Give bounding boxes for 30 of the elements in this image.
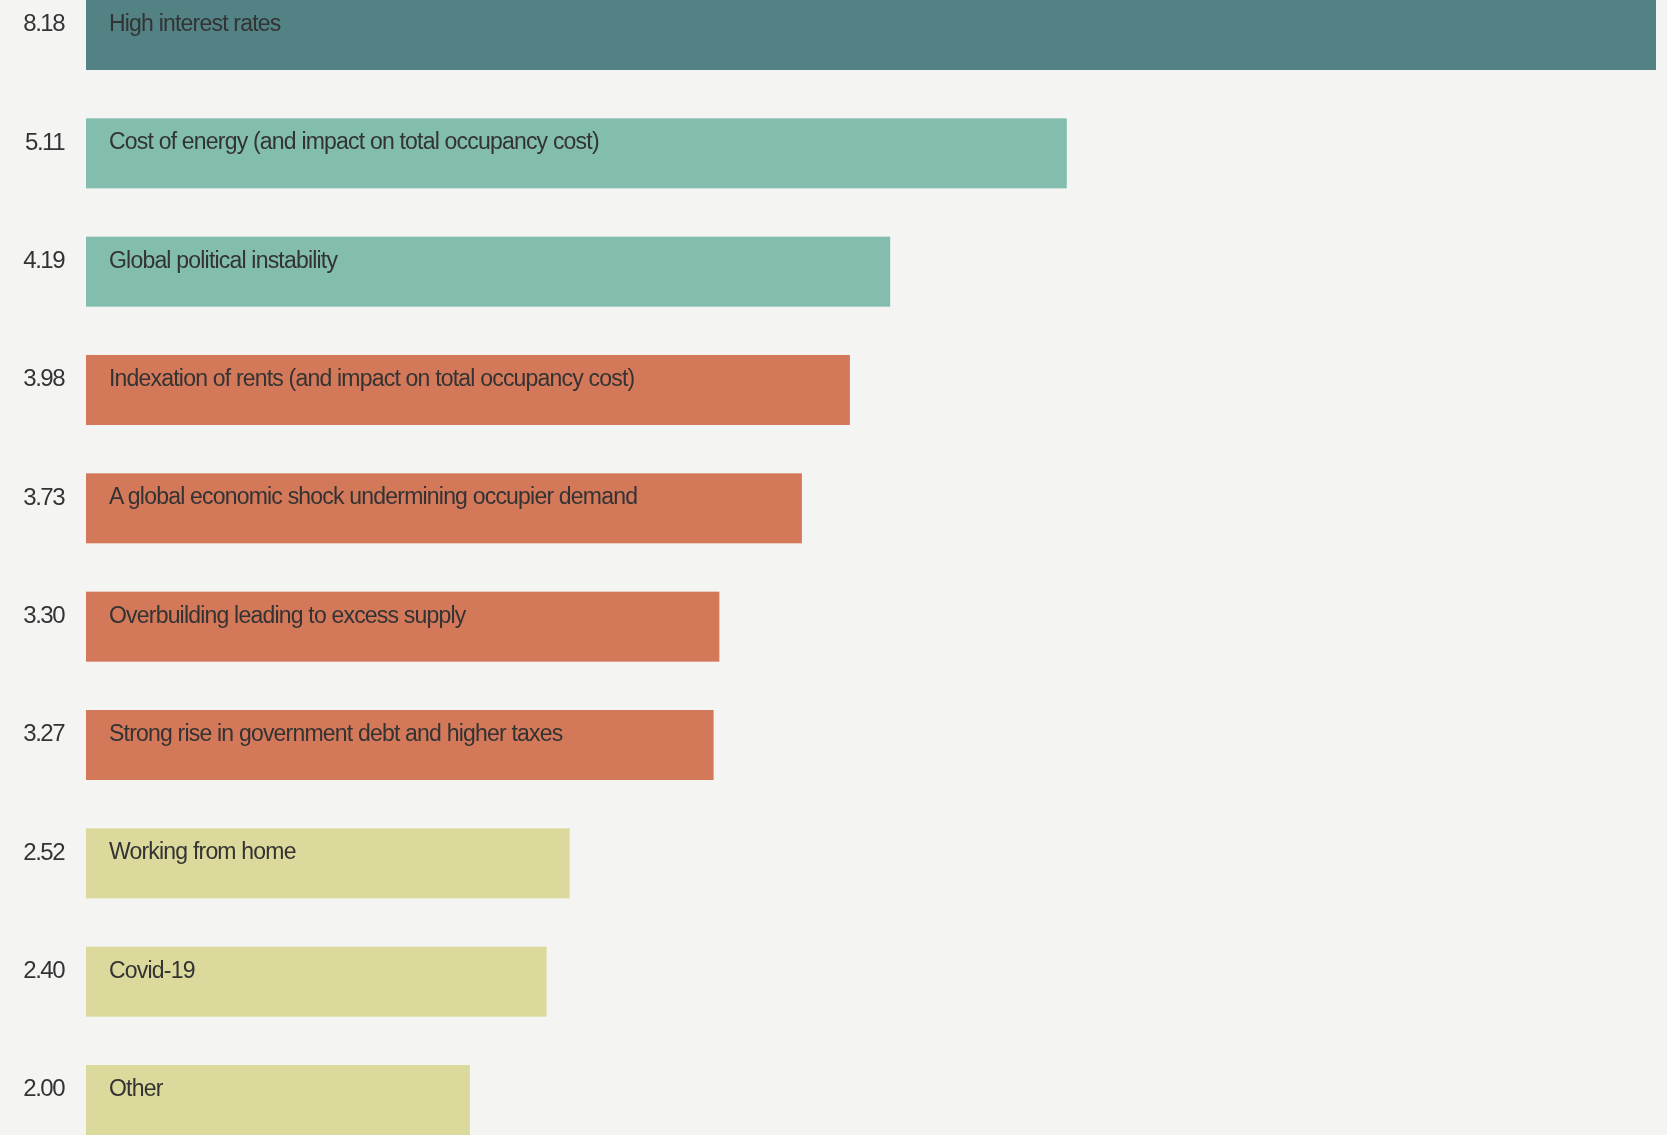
bar bbox=[86, 591, 720, 662]
bar bbox=[86, 1065, 470, 1135]
data-label: 2.52 bbox=[23, 837, 66, 865]
bar bbox=[86, 118, 1067, 189]
data-label: 4.19 bbox=[23, 246, 66, 274]
data-label: 3.27 bbox=[23, 719, 66, 747]
data-label: 8.18 bbox=[23, 9, 66, 37]
y-tick-label: Global political instability bbox=[109, 246, 339, 273]
bar bbox=[86, 236, 891, 307]
y-tick-label: Other bbox=[109, 1075, 164, 1102]
y-tick-label: Cost of energy (and impact on total occupancy cost) bbox=[109, 128, 599, 155]
bar bbox=[86, 473, 802, 544]
data-label: 2.00 bbox=[23, 1074, 66, 1102]
bar bbox=[86, 946, 547, 1017]
bar bbox=[86, 355, 850, 425]
bar bbox=[86, 828, 570, 899]
data-label: 2.40 bbox=[23, 956, 66, 984]
data-label: 3.98 bbox=[23, 364, 66, 392]
y-tick-label: Overbuilding leading to excess supply bbox=[109, 601, 467, 628]
y-tick-label: Covid-19 bbox=[109, 956, 195, 983]
data-label: 5.11 bbox=[25, 127, 66, 155]
data-label: 3.30 bbox=[23, 601, 66, 629]
y-tick-label: A global economic shock undermining occupier demand bbox=[109, 483, 638, 510]
y-tick-label: Strong rise in government debt and higher taxes bbox=[109, 720, 563, 747]
y-tick-label: High interest rates bbox=[109, 10, 281, 37]
bar bbox=[86, 710, 714, 780]
data-label: 3.73 bbox=[23, 482, 66, 510]
y-tick-label: Working from home bbox=[109, 838, 296, 865]
y-tick-label: Indexation of rents (and impact on total occupancy cost) bbox=[109, 365, 635, 392]
bar bbox=[86, 0, 1656, 70]
